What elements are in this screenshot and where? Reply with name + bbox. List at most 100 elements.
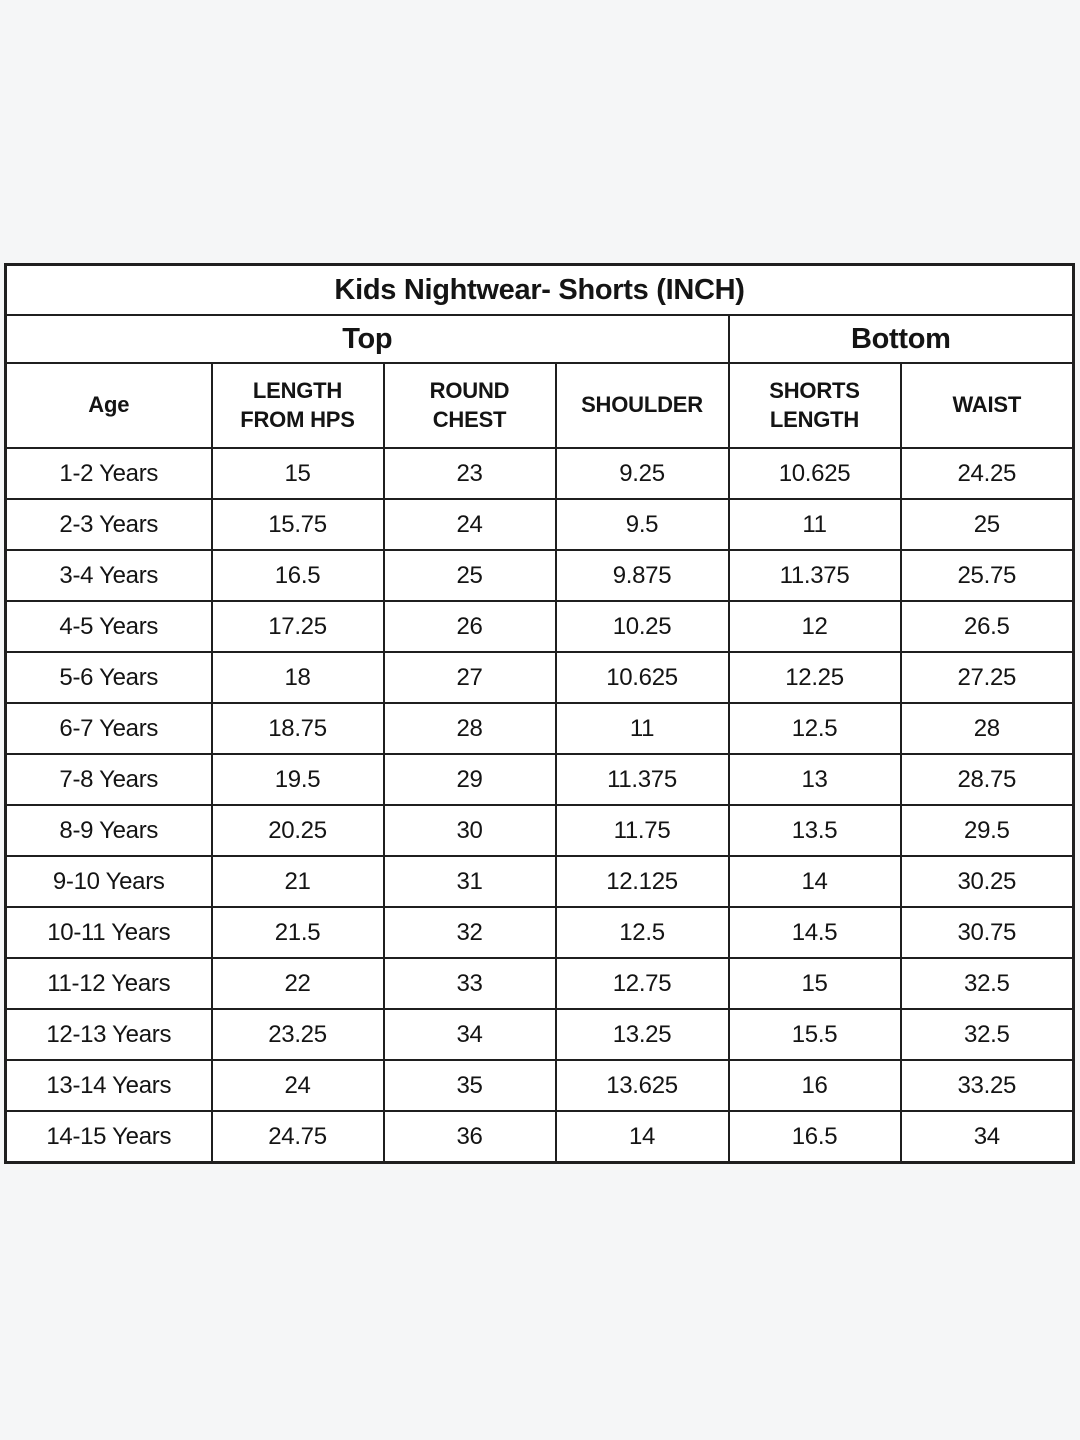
row-label-cell: 12-13 Years [4, 1008, 213, 1061]
column-header-age: Age [4, 362, 213, 449]
table-cell: 25 [899, 498, 1075, 551]
row-label-cell: 4-5 Years [4, 600, 213, 653]
table-cell: 22 [210, 957, 385, 1010]
table-cell: 11 [554, 702, 730, 755]
row-label-cell: 13-14 Years [4, 1059, 213, 1112]
table-cell: 33 [382, 957, 557, 1010]
row-label-cell: 11-12 Years [4, 957, 213, 1010]
table-cell: 30 [382, 804, 557, 857]
row-label-cell: 8-9 Years [4, 804, 213, 857]
table-cell: 12.75 [554, 957, 730, 1010]
table-cell: 35 [382, 1059, 557, 1112]
table-row: 1-2 Years 15 23 9.25 10.625 24.25 [4, 447, 1075, 500]
table-cell: 12.5 [727, 702, 902, 755]
table-cell: 15.75 [210, 498, 385, 551]
table-cell: 28 [899, 702, 1075, 755]
table-cell: 34 [382, 1008, 557, 1061]
table-cell: 36 [382, 1110, 557, 1164]
table-cell: 28 [382, 702, 557, 755]
table-cell: 31 [382, 855, 557, 908]
table-row: 6-7 Years 18.75 28 11 12.5 28 [4, 702, 1075, 755]
row-label-cell: 9-10 Years [4, 855, 213, 908]
table-cell: 11 [727, 498, 902, 551]
table-row: 5-6 Years 18 27 10.625 12.25 27.25 [4, 651, 1075, 704]
column-group-row: Top Bottom [4, 314, 1075, 364]
table-cell: 26 [382, 600, 557, 653]
table-cell: 17.25 [210, 600, 385, 653]
table-cell: 10.25 [554, 600, 730, 653]
table-cell: 16 [727, 1059, 902, 1112]
table-cell: 14 [727, 855, 902, 908]
row-label-cell: 10-11 Years [4, 906, 213, 959]
table-row: 8-9 Years 20.25 30 11.75 13.5 29.5 [4, 804, 1075, 857]
table-cell: 32 [382, 906, 557, 959]
table-row: 2-3 Years 15.75 24 9.5 11 25 [4, 498, 1075, 551]
table-row: 3-4 Years 16.5 25 9.875 11.375 25.75 [4, 549, 1075, 602]
table-cell: 11.375 [727, 549, 902, 602]
table-cell: 25.75 [899, 549, 1075, 602]
group-header-top: Top [4, 314, 730, 364]
column-header-round-chest: ROUND CHEST [382, 362, 557, 449]
table-row: 10-11 Years 21.5 32 12.5 14.5 30.75 [4, 906, 1075, 959]
table-cell: 23.25 [210, 1008, 385, 1061]
table-cell: 28.75 [899, 753, 1075, 806]
table-cell: 30.75 [899, 906, 1075, 959]
table-cell: 29.5 [899, 804, 1075, 857]
column-header-waist: WAIST [899, 362, 1075, 449]
table-row: 11-12 Years 22 33 12.75 15 32.5 [4, 957, 1075, 1010]
table-cell: 13.5 [727, 804, 902, 857]
table-cell: 24.75 [210, 1110, 385, 1164]
table-cell: 20.25 [210, 804, 385, 857]
table-row: 14-15 Years 24.75 36 14 16.5 34 [4, 1110, 1075, 1164]
table-cell: 11.375 [554, 753, 730, 806]
column-header-row: Age LENGTH FROM HPS ROUND CHEST SHOULDER SHO… [4, 362, 1075, 449]
table-cell: 18.75 [210, 702, 385, 755]
table-cell: 16.5 [727, 1110, 902, 1164]
row-label-cell: 7-8 Years [4, 753, 213, 806]
table-cell: 10.625 [554, 651, 730, 704]
size-chart-table: Kids Nightwear- Shorts (INCH) Top Bottom … [4, 263, 1076, 1164]
table-cell: 24 [382, 498, 557, 551]
table-cell: 15.5 [727, 1008, 902, 1061]
table-cell: 12.125 [554, 855, 730, 908]
table-cell: 30.25 [899, 855, 1075, 908]
table-row: 4-5 Years 17.25 26 10.25 12 26.5 [4, 600, 1075, 653]
row-label-cell: 5-6 Years [4, 651, 213, 704]
table-cell: 15 [210, 447, 385, 500]
table-cell: 25 [382, 549, 557, 602]
table-cell: 21 [210, 855, 385, 908]
group-header-bottom: Bottom [727, 314, 1075, 364]
column-header-length-from-hps: LENGTH FROM HPS [210, 362, 385, 449]
column-header-shorts-length: SHORTS LENGTH [727, 362, 902, 449]
table-cell: 32.5 [899, 957, 1075, 1010]
table-cell: 9.25 [554, 447, 730, 500]
table-cell: 21.5 [210, 906, 385, 959]
table-cell: 12 [727, 600, 902, 653]
table-row: 7-8 Years 19.5 29 11.375 13 28.75 [4, 753, 1075, 806]
row-label-cell: 1-2 Years [4, 447, 213, 500]
table-cell: 12.25 [727, 651, 902, 704]
table-cell: 14 [554, 1110, 730, 1164]
table-cell: 19.5 [210, 753, 385, 806]
size-chart: Kids Nightwear- Shorts (INCH) Top Bottom … [4, 263, 1076, 1164]
table-cell: 14.5 [727, 906, 902, 959]
table-cell: 13 [727, 753, 902, 806]
table-cell: 18 [210, 651, 385, 704]
table-cell: 32.5 [899, 1008, 1075, 1061]
table-cell: 12.5 [554, 906, 730, 959]
table-cell: 15 [727, 957, 902, 1010]
table-cell: 13.625 [554, 1059, 730, 1112]
table-cell: 26.5 [899, 600, 1075, 653]
table-cell: 23 [382, 447, 557, 500]
row-label-cell: 14-15 Years [4, 1110, 213, 1164]
table-title: Kids Nightwear- Shorts (INCH) [4, 263, 1075, 316]
table-cell: 9.5 [554, 498, 730, 551]
table-cell: 11.75 [554, 804, 730, 857]
table-row: 13-14 Years 24 35 13.625 16 33.25 [4, 1059, 1075, 1112]
table-cell: 24 [210, 1059, 385, 1112]
row-label-cell: 3-4 Years [4, 549, 213, 602]
table-cell: 33.25 [899, 1059, 1075, 1112]
table-cell: 16.5 [210, 549, 385, 602]
table-cell: 27 [382, 651, 557, 704]
table-cell: 24.25 [899, 447, 1075, 500]
